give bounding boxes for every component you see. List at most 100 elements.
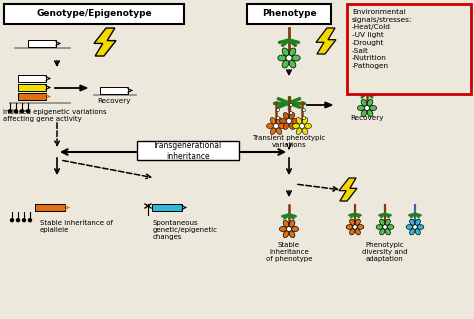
Text: Induced epigenetic variations
affecting gene activity: Induced epigenetic variations affecting …	[3, 109, 107, 122]
Text: Phenotypic
diversity and
adaptation: Phenotypic diversity and adaptation	[362, 242, 408, 262]
Text: Recovery: Recovery	[97, 98, 131, 104]
Ellipse shape	[361, 100, 367, 106]
Circle shape	[273, 123, 279, 129]
Ellipse shape	[357, 106, 365, 111]
Ellipse shape	[289, 48, 296, 56]
Bar	[18, 84, 46, 91]
Ellipse shape	[296, 128, 302, 135]
Circle shape	[10, 218, 14, 222]
Ellipse shape	[266, 123, 273, 129]
Bar	[28, 40, 56, 47]
Ellipse shape	[292, 226, 299, 232]
Text: Stable inheritance of
epiallele: Stable inheritance of epiallele	[40, 220, 113, 233]
Circle shape	[383, 225, 387, 229]
Circle shape	[276, 116, 280, 120]
Circle shape	[8, 109, 12, 113]
FancyBboxPatch shape	[347, 4, 471, 94]
Ellipse shape	[415, 229, 420, 235]
Ellipse shape	[346, 225, 353, 229]
Circle shape	[302, 108, 306, 112]
Bar	[100, 87, 128, 94]
Circle shape	[290, 112, 292, 115]
Circle shape	[353, 225, 357, 229]
Ellipse shape	[350, 219, 355, 225]
Circle shape	[290, 103, 292, 107]
Ellipse shape	[282, 48, 289, 56]
Ellipse shape	[350, 229, 355, 235]
Ellipse shape	[385, 219, 391, 225]
Polygon shape	[80, 85, 87, 91]
Ellipse shape	[283, 113, 289, 119]
Ellipse shape	[302, 128, 308, 135]
Ellipse shape	[406, 225, 413, 229]
Ellipse shape	[292, 123, 300, 129]
Text: Transgenerational
inheritance: Transgenerational inheritance	[154, 141, 223, 161]
Ellipse shape	[279, 123, 285, 129]
Text: Genotype/Epigenotype: Genotype/Epigenotype	[36, 10, 152, 19]
Circle shape	[26, 109, 30, 113]
Circle shape	[22, 218, 26, 222]
Ellipse shape	[289, 113, 295, 119]
Polygon shape	[339, 178, 357, 201]
Ellipse shape	[280, 118, 286, 123]
Ellipse shape	[361, 110, 367, 116]
Bar	[152, 204, 182, 211]
Ellipse shape	[417, 225, 424, 229]
Polygon shape	[316, 28, 336, 54]
Ellipse shape	[276, 117, 282, 124]
Ellipse shape	[292, 55, 300, 61]
Ellipse shape	[304, 123, 311, 129]
Ellipse shape	[282, 60, 289, 68]
Ellipse shape	[367, 100, 373, 106]
Circle shape	[14, 109, 18, 113]
Ellipse shape	[270, 117, 276, 124]
Ellipse shape	[278, 55, 286, 61]
Ellipse shape	[283, 220, 289, 227]
Ellipse shape	[289, 220, 295, 227]
Circle shape	[276, 108, 280, 112]
FancyBboxPatch shape	[137, 141, 239, 160]
Circle shape	[413, 225, 417, 229]
Circle shape	[28, 218, 32, 222]
Ellipse shape	[292, 118, 299, 123]
Circle shape	[16, 218, 20, 222]
Ellipse shape	[380, 219, 385, 225]
Bar	[18, 93, 46, 100]
Text: Transient phenotypic
variations: Transient phenotypic variations	[252, 135, 326, 148]
Ellipse shape	[380, 229, 385, 235]
Ellipse shape	[289, 231, 295, 238]
Circle shape	[302, 116, 306, 120]
Ellipse shape	[289, 123, 295, 130]
Ellipse shape	[410, 229, 415, 235]
Text: Phenotype: Phenotype	[262, 10, 316, 19]
Ellipse shape	[276, 128, 282, 135]
Ellipse shape	[283, 231, 289, 238]
Circle shape	[20, 109, 24, 113]
Ellipse shape	[270, 128, 276, 135]
Ellipse shape	[385, 229, 391, 235]
Circle shape	[365, 106, 370, 110]
Text: Recovery: Recovery	[350, 115, 384, 121]
Ellipse shape	[289, 60, 296, 68]
Circle shape	[286, 118, 292, 123]
Circle shape	[286, 226, 292, 232]
Ellipse shape	[357, 225, 364, 229]
Bar	[35, 204, 65, 211]
Ellipse shape	[376, 225, 383, 229]
Ellipse shape	[355, 219, 360, 225]
Ellipse shape	[302, 117, 308, 124]
Ellipse shape	[387, 225, 394, 229]
Ellipse shape	[367, 110, 373, 116]
FancyBboxPatch shape	[247, 4, 331, 24]
Ellipse shape	[410, 219, 415, 225]
Bar	[18, 75, 46, 82]
Ellipse shape	[355, 229, 360, 235]
Ellipse shape	[369, 106, 377, 111]
Ellipse shape	[415, 219, 420, 225]
Ellipse shape	[283, 123, 289, 130]
Circle shape	[286, 55, 292, 61]
Ellipse shape	[296, 117, 302, 124]
Ellipse shape	[279, 226, 287, 232]
Text: Environmental
signals/stresses:
-Heat/Cold
-UV light
-Drought
-Salt
-Nutrition
-: Environmental signals/stresses: -Heat/Co…	[352, 9, 412, 69]
Polygon shape	[325, 102, 332, 108]
